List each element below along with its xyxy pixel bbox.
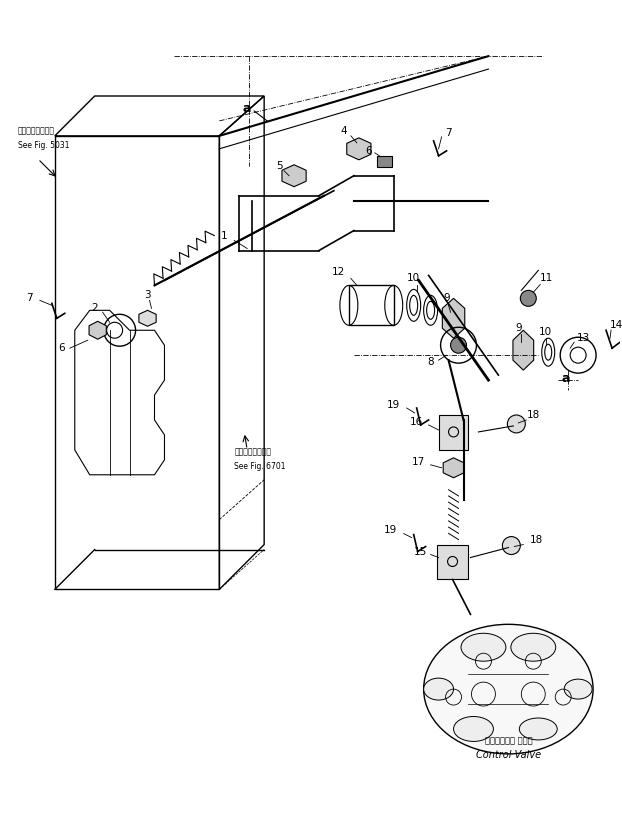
Text: 16: 16 — [410, 417, 424, 427]
Text: 9: 9 — [515, 323, 522, 333]
Circle shape — [521, 290, 536, 306]
Text: 11: 11 — [540, 273, 553, 283]
Ellipse shape — [519, 718, 557, 740]
Ellipse shape — [564, 679, 592, 699]
Polygon shape — [442, 299, 465, 338]
Text: 17: 17 — [412, 457, 425, 467]
Ellipse shape — [424, 624, 593, 754]
Text: 3: 3 — [144, 290, 151, 300]
Text: 第６７０１図参照: 第６７０１図参照 — [234, 447, 271, 456]
Text: 14: 14 — [610, 320, 622, 330]
Circle shape — [508, 415, 526, 433]
Ellipse shape — [424, 678, 453, 700]
Text: 7: 7 — [27, 293, 33, 304]
Polygon shape — [139, 310, 156, 326]
Text: See Fig. 5031: See Fig. 5031 — [18, 141, 70, 150]
Ellipse shape — [453, 716, 493, 742]
Polygon shape — [443, 458, 464, 478]
Ellipse shape — [511, 633, 555, 661]
Bar — [439, 415, 468, 450]
Text: 7: 7 — [445, 128, 452, 138]
Text: 18: 18 — [527, 410, 540, 420]
Text: Control Valve: Control Valve — [476, 750, 541, 760]
Circle shape — [503, 537, 521, 555]
Bar — [349, 286, 394, 326]
Text: 第５０３１図参照: 第５０３１図参照 — [18, 126, 55, 135]
Text: 4: 4 — [341, 126, 347, 136]
Ellipse shape — [461, 633, 506, 661]
Polygon shape — [513, 330, 534, 370]
Polygon shape — [282, 165, 306, 187]
Text: 13: 13 — [577, 333, 590, 344]
Text: 19: 19 — [384, 525, 397, 534]
Text: 8: 8 — [427, 357, 434, 367]
Bar — [437, 544, 468, 579]
Text: 12: 12 — [332, 268, 346, 277]
Text: 1: 1 — [221, 231, 228, 241]
Text: 6: 6 — [366, 146, 372, 156]
Text: 15: 15 — [414, 547, 427, 557]
Polygon shape — [89, 322, 106, 339]
Text: 6: 6 — [58, 344, 65, 353]
Text: See Fig. 6701: See Fig. 6701 — [234, 463, 285, 472]
Text: 10: 10 — [407, 273, 420, 283]
Text: 19: 19 — [387, 400, 401, 410]
Text: 2: 2 — [91, 304, 98, 313]
Text: a: a — [562, 371, 570, 384]
Text: a: a — [243, 103, 251, 115]
Text: 5: 5 — [276, 161, 282, 171]
Text: 18: 18 — [530, 534, 543, 544]
Bar — [377, 156, 392, 166]
Text: コントロール バルブ: コントロール バルブ — [485, 736, 532, 746]
Circle shape — [450, 337, 466, 353]
Text: 10: 10 — [539, 327, 552, 337]
Polygon shape — [346, 138, 371, 160]
Text: 9: 9 — [443, 293, 450, 304]
